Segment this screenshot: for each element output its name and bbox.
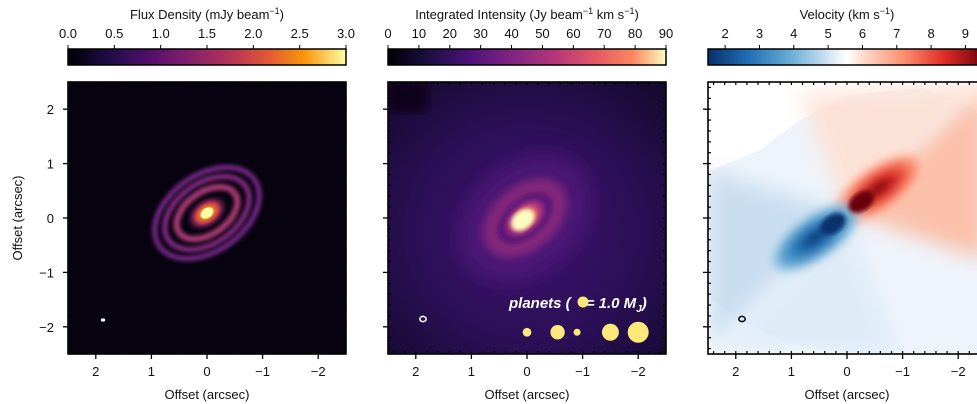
x-tick-label: −1	[255, 364, 270, 379]
colorbar-continuum	[67, 48, 347, 66]
colorbar-tick-label: 30	[473, 26, 487, 41]
colorbar-tick-label: 2	[722, 26, 729, 41]
colorbar-ticks-continuum: 0.0 0.5 1.0 1.5 2.0 2.5 3.0	[59, 26, 355, 49]
x-tick-label: 0	[843, 364, 850, 379]
y-tick-label: 2	[47, 102, 54, 117]
x-tick-label: −2	[631, 364, 646, 379]
beam-ellipse-moment1	[738, 315, 746, 323]
x-axis-label-moment1: Offset (arcsec)	[804, 387, 889, 402]
x-tick-label: 1	[788, 364, 795, 379]
colorbar-tick-label: 60	[566, 26, 580, 41]
x-tick-label: 2	[732, 364, 739, 379]
axes-ticks-continuum: 2 1 0 −1 −2 2 1 0 −1 −2	[39, 82, 346, 379]
y-tick-label: −1	[39, 265, 54, 280]
colorbar-tick-label: 9	[962, 26, 969, 41]
beam-ellipse-continuum	[100, 318, 106, 322]
planet-marker	[627, 321, 649, 343]
disk-rings	[152, 164, 262, 262]
y-axis-label: Offset (arcsec)	[10, 175, 25, 260]
colorbar-tick-label: 40	[504, 26, 518, 41]
panel-moment1: Velocity (km s−1) 2 3 4 5 6 7 8 9 2 1 0 −1 −2 Offse…	[703, 6, 977, 402]
colorbar-tick-label: 2.5	[291, 26, 309, 41]
colorbar-ticks-moment0: 0 10 20 30 40 50 60 70 80 90	[384, 26, 673, 49]
planet-legend-label: planets (= 1.0 MJ)	[508, 295, 647, 315]
colorbar-tick-label: 1.5	[198, 26, 216, 41]
planet-markers	[522, 321, 649, 343]
x-tick-label: 2	[412, 364, 419, 379]
colorbar-tick-label: 3	[756, 26, 763, 41]
colorbar-tick-label: 0	[384, 26, 391, 41]
colorbar-tick-label: 10	[412, 26, 426, 41]
colorbar-tick-label: 4	[790, 26, 797, 41]
colorbar-moment0	[387, 48, 667, 66]
colorbar-tick-label: 70	[597, 26, 611, 41]
x-tick-label: 1	[148, 364, 155, 379]
x-axis-label-continuum: Offset (arcsec)	[164, 387, 249, 402]
axes-ticks-moment1: 2 1 0 −1 −2	[703, 82, 970, 379]
gas-emission	[457, 153, 593, 283]
beam-ellipse-moment0	[419, 315, 427, 323]
y-tick-label: 1	[47, 157, 54, 172]
colorbar-title-moment1: Velocity (km s−1)	[800, 6, 895, 22]
x-tick-label: −2	[311, 364, 326, 379]
planet-marker	[522, 327, 532, 337]
panel-continuum: Flux Density (mJy beam−1) 0.0 0.5 1.0 1.5 2.…	[39, 6, 355, 402]
x-tick-label: 0	[523, 364, 530, 379]
colorbar-tick-label: 2.0	[244, 26, 262, 41]
colorbar-tick-label: 6	[859, 26, 866, 41]
colorbar-tick-label: 20	[443, 26, 457, 41]
x-tick-label: 2	[92, 364, 99, 379]
planet-marker	[601, 323, 619, 341]
colorbar-title-continuum: Flux Density (mJy beam−1)	[130, 6, 284, 22]
x-tick-label: 0	[203, 364, 210, 379]
x-tick-label: −1	[895, 364, 910, 379]
y-tick-label: −2	[39, 320, 54, 335]
x-tick-label: 1	[468, 364, 475, 379]
colorbar-ticks-moment1: 2 3 4 5 6 7 8 9	[722, 26, 969, 49]
panel-moment0: Integrated Intensity (Jy beam−1 km s−1) …	[383, 6, 673, 402]
colorbar-tick-label: 50	[535, 26, 549, 41]
planet-marker	[573, 328, 581, 336]
colorbar-title-moment0: Integrated Intensity (Jy beam−1 km s−1)	[415, 6, 639, 22]
colorbar-tick-label: 0.0	[59, 26, 77, 41]
colorbar-tick-label: 7	[893, 26, 900, 41]
colorbar-tick-label: 3.0	[337, 26, 355, 41]
axes-ticks-moment0: 2 1 0 −1 −2	[383, 82, 666, 379]
x-tick-label: −1	[575, 364, 590, 379]
colorbar-tick-label: 0.5	[105, 26, 123, 41]
planet-marker	[550, 325, 565, 340]
colorbar-tick-label: 90	[659, 26, 673, 41]
colorbar-tick-label: 8	[927, 26, 934, 41]
x-tick-label: −2	[951, 364, 966, 379]
x-axis-label-moment0: Offset (arcsec)	[484, 387, 569, 402]
planet-legend-marker	[577, 296, 589, 308]
colorbar-moment1	[707, 48, 977, 66]
y-tick-label: 0	[47, 211, 54, 226]
colorbar-tick-label: 80	[628, 26, 642, 41]
colorbar-tick-label: 1.0	[152, 26, 170, 41]
colorbar-tick-label: 5	[825, 26, 832, 41]
